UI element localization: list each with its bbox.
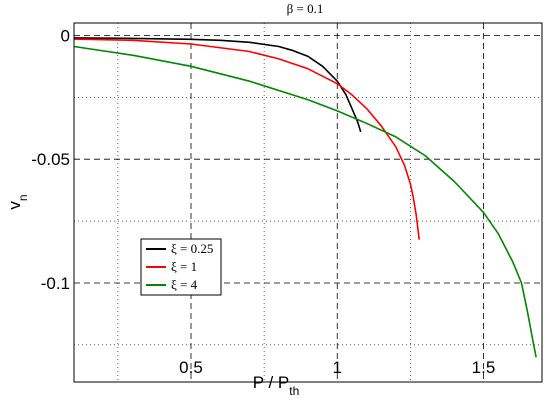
grid (74, 23, 542, 382)
x-tick-label-1: 1 (333, 358, 342, 377)
chart-title: β = 0.1 (287, 1, 324, 16)
y-axis-label-sub: n (16, 194, 30, 201)
x-axis-label: P / Pth (253, 373, 300, 398)
x-tick-label-0: 0.5 (179, 358, 203, 377)
y-tick-label-2: -0.1 (41, 274, 70, 293)
x-tick-label-2: 1.5 (472, 358, 496, 377)
x-axis-label-sub: th (289, 384, 299, 398)
y-tick-label-1: -0.05 (31, 150, 70, 169)
plot-frame (73, 22, 543, 383)
legend-label-2: ξ = 4 (171, 277, 198, 292)
legend-label-0: ξ = 0.25 (171, 241, 213, 256)
series-lines (73, 37, 537, 358)
y-axis-label: vn (5, 194, 30, 209)
series-line-2 (73, 45, 537, 358)
series-line-1 (73, 38, 420, 240)
tick-labels: 0.5 1 1.5 0 -0.05 -0.1 (31, 26, 495, 377)
legend-items: ξ = 0.25 ξ = 1 ξ = 4 (146, 241, 213, 292)
x-axis-label-main: P / P (253, 373, 290, 392)
legend: ξ = 0.25 ξ = 1 ξ = 4 (140, 238, 222, 296)
legend-label-1: ξ = 1 (171, 259, 197, 274)
series-line-0 (73, 37, 362, 133)
y-axis-label-main: v (5, 201, 24, 210)
y-tick-label-0: 0 (61, 26, 70, 45)
